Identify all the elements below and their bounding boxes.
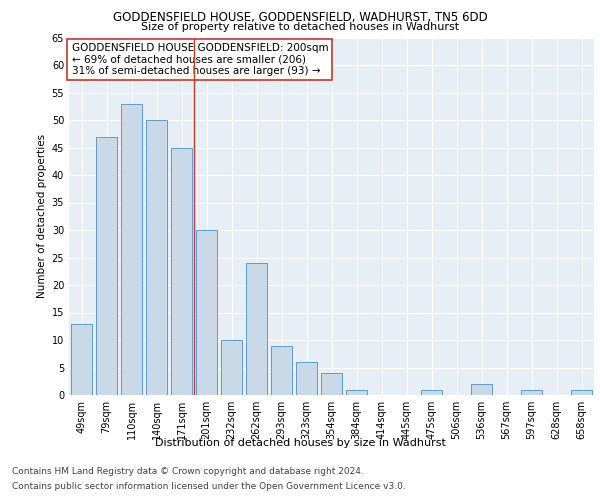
Bar: [96, 136, 117, 395]
Bar: [196, 230, 217, 395]
Bar: [71, 324, 92, 395]
Text: Distribution of detached houses by size in Wadhurst: Distribution of detached houses by size …: [155, 438, 445, 448]
Bar: [571, 390, 592, 395]
Bar: [421, 390, 442, 395]
Bar: [246, 263, 267, 395]
Text: Contains HM Land Registry data © Crown copyright and database right 2024.: Contains HM Land Registry data © Crown c…: [12, 467, 364, 476]
Bar: [221, 340, 242, 395]
Bar: [346, 390, 367, 395]
Bar: [321, 373, 342, 395]
Bar: [171, 148, 192, 395]
Y-axis label: Number of detached properties: Number of detached properties: [37, 134, 47, 298]
Bar: [296, 362, 317, 395]
Bar: [271, 346, 292, 395]
Bar: [146, 120, 167, 395]
Bar: [471, 384, 492, 395]
Bar: [121, 104, 142, 395]
Text: GODDENSFIELD HOUSE GODDENSFIELD: 200sqm
← 69% of detached houses are smaller (20: GODDENSFIELD HOUSE GODDENSFIELD: 200sqm …: [71, 43, 328, 76]
Text: Contains public sector information licensed under the Open Government Licence v3: Contains public sector information licen…: [12, 482, 406, 491]
Bar: [521, 390, 542, 395]
Text: GODDENSFIELD HOUSE, GODDENSFIELD, WADHURST, TN5 6DD: GODDENSFIELD HOUSE, GODDENSFIELD, WADHUR…: [113, 11, 487, 24]
Text: Size of property relative to detached houses in Wadhurst: Size of property relative to detached ho…: [141, 22, 459, 32]
